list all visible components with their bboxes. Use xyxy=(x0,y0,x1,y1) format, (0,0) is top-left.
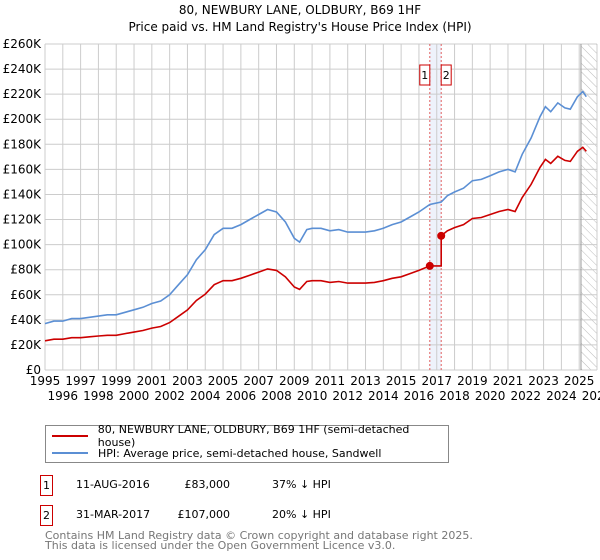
transaction-delta: 37% ↓ HPI xyxy=(272,478,331,491)
x-tick-label: 2025 xyxy=(564,374,595,388)
sale-badge-label: 1 xyxy=(421,69,428,82)
x-tick-label: 2023 xyxy=(528,374,559,388)
x-tick-label: 2020 xyxy=(475,389,506,403)
y-tick-label: £260K xyxy=(3,37,43,51)
y-tick-label: £80K xyxy=(10,263,42,277)
chart-title: 80, NEWBURY LANE, OLDBURY, B69 1HF xyxy=(179,3,421,17)
x-tick-label: 2002 xyxy=(154,389,185,403)
x-tick-label: 2009 xyxy=(279,374,310,388)
transaction-date: 11-AUG-2016 xyxy=(76,478,150,491)
x-tick-label: 2014 xyxy=(368,389,399,403)
footer-licence: This data is licensed under the Open Gov… xyxy=(45,539,396,552)
x-tick-label: 2018 xyxy=(439,389,470,403)
x-tick-label: 2012 xyxy=(332,389,363,403)
x-tick-label: 2013 xyxy=(350,374,381,388)
y-tick-label: £160K xyxy=(3,162,43,176)
x-tick-label: 1998 xyxy=(83,389,114,403)
y-tick-label: £0 xyxy=(26,363,41,377)
y-tick-label: £40K xyxy=(10,313,42,327)
transaction-price: £83,000 xyxy=(184,478,231,491)
transaction-price: £107,000 xyxy=(177,508,231,521)
sale-badge-box xyxy=(440,64,452,86)
legend-swatch-blue xyxy=(52,452,88,454)
x-tick-label: 1999 xyxy=(101,374,132,388)
sale-point xyxy=(425,261,434,270)
y-tick-label: £200K xyxy=(3,112,43,126)
x-tick-label: 2010 xyxy=(297,389,328,403)
sale-period-band xyxy=(429,44,442,370)
x-tick-label: 2004 xyxy=(190,389,221,403)
y-tick-label: £220K xyxy=(3,87,43,101)
x-tick-label: 2017 xyxy=(421,374,452,388)
x-tick-label: 2015 xyxy=(386,374,417,388)
hpi-line xyxy=(44,90,587,325)
x-tick-label: 2007 xyxy=(243,374,274,388)
x-tick-label: 2005 xyxy=(208,374,239,388)
legend-item-property: 80, NEWBURY LANE, OLDBURY, B69 1HF (semi… xyxy=(52,423,448,449)
x-tick-label: 2016 xyxy=(404,389,435,403)
x-tick-label: 2024 xyxy=(546,389,577,403)
sale-point xyxy=(437,231,446,240)
forecast-hatch xyxy=(580,44,597,370)
legend-label: HPI: Average price, semi-detached house,… xyxy=(98,446,382,460)
y-tick-label: £20K xyxy=(10,338,42,352)
property-price-line xyxy=(44,146,587,342)
x-tick-label: 2008 xyxy=(261,389,292,403)
x-tick-label: 1996 xyxy=(48,389,79,403)
legend-swatch-red xyxy=(52,435,88,437)
plot-area xyxy=(45,44,597,370)
y-tick-label: £140K xyxy=(3,187,43,201)
y-tick-label: £240K xyxy=(3,62,43,76)
transaction-badge: 2 xyxy=(40,505,53,526)
x-tick-label: 2026 xyxy=(582,389,600,403)
x-tick-label: 2011 xyxy=(315,374,346,388)
y-tick-label: £120K xyxy=(3,213,43,227)
transaction-badge: 1 xyxy=(40,475,53,496)
transaction-date: 31-MAR-2017 xyxy=(76,508,151,521)
x-tick-label: 1995 xyxy=(30,374,61,388)
sale-badge-label: 2 xyxy=(443,69,450,82)
y-tick-label: £100K xyxy=(3,238,43,252)
legend-label: 80, NEWBURY LANE, OLDBURY, B69 1HF (semi… xyxy=(97,423,410,449)
chart-subtitle: Price paid vs. HM Land Registry's House … xyxy=(128,20,471,34)
legend: 80, NEWBURY LANE, OLDBURY, B69 1HF (semi… xyxy=(45,423,449,463)
y-tick-label: £60K xyxy=(10,288,42,302)
transaction-delta: 20% ↓ HPI xyxy=(272,508,331,521)
x-tick-label: 2019 xyxy=(457,374,488,388)
x-tick-label: 2006 xyxy=(226,389,257,403)
x-tick-label: 2000 xyxy=(119,389,150,403)
x-tick-label: 2021 xyxy=(493,374,524,388)
legend-item-hpi: HPI: Average price, semi-detached house,… xyxy=(52,445,381,461)
price-chart: 80, NEWBURY LANE, OLDBURY, B69 1HF Price… xyxy=(3,3,600,403)
footer-copyright: Contains HM Land Registry data © Crown c… xyxy=(45,529,473,542)
sale-badge-box xyxy=(419,64,431,86)
y-tick-label: £180K xyxy=(3,137,43,151)
x-tick-label: 2003 xyxy=(172,374,203,388)
x-tick-label: 1997 xyxy=(65,374,96,388)
x-tick-label: 2001 xyxy=(137,374,168,388)
x-tick-label: 2022 xyxy=(511,389,542,403)
